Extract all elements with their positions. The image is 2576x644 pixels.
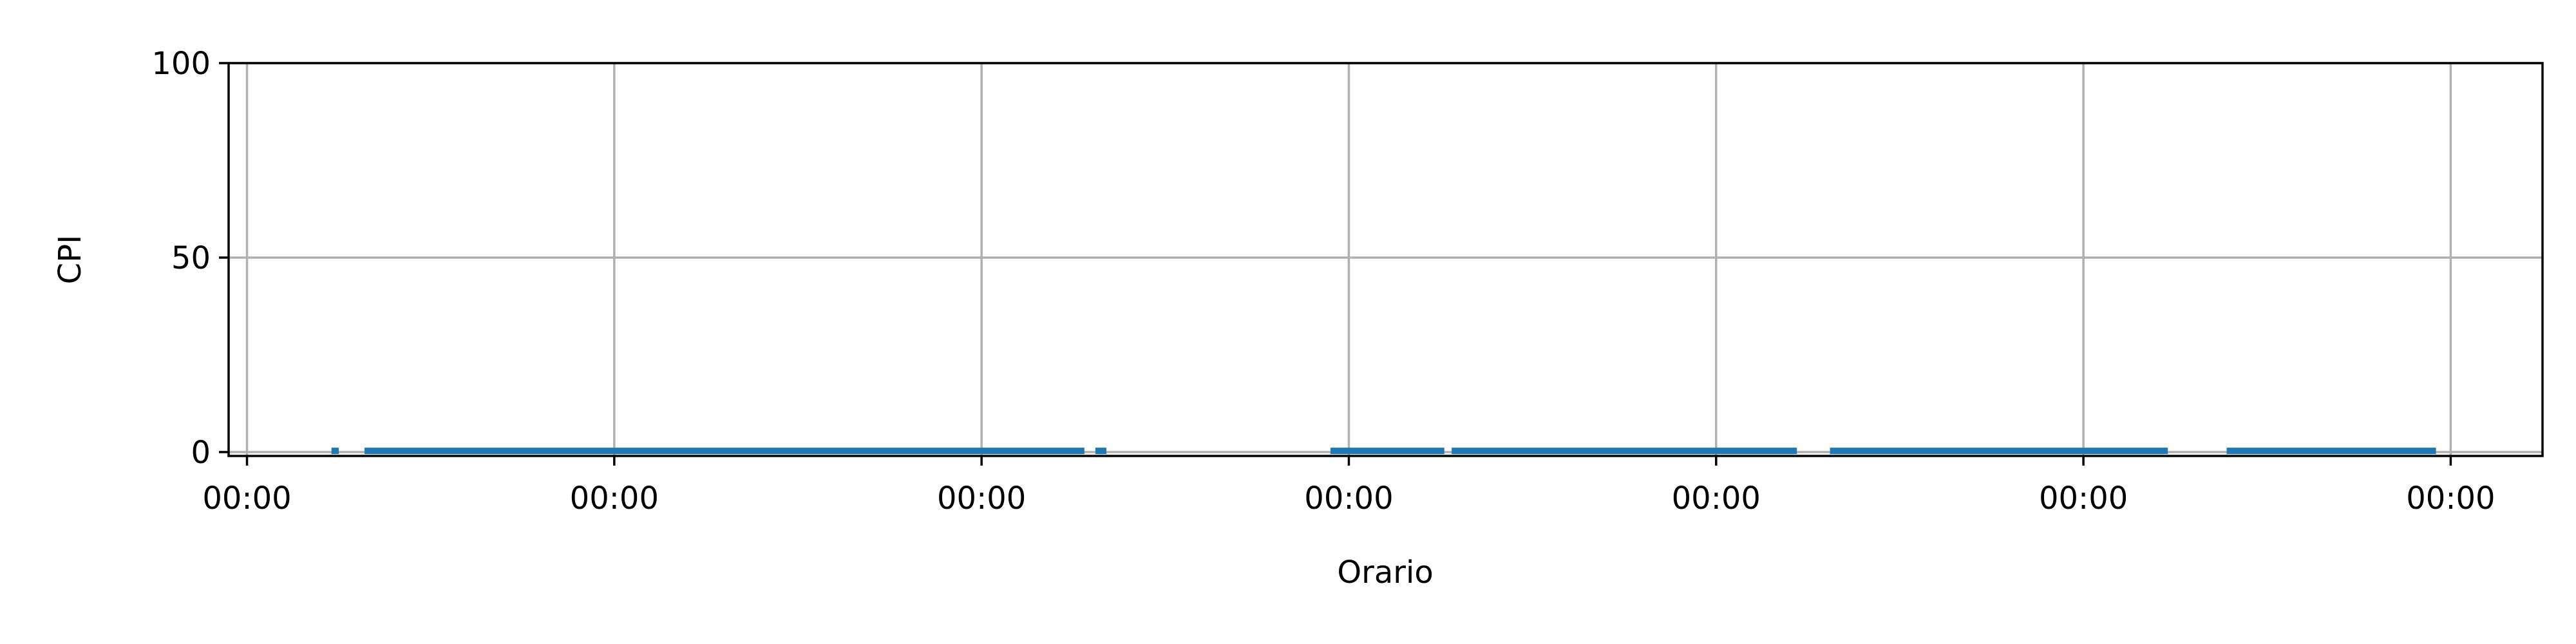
plot-frame — [227, 62, 2544, 457]
x-tick-label: 00:00 — [1304, 480, 1393, 516]
y-tick-label: 50 — [171, 240, 211, 276]
x-tick-label: 00:00 — [2406, 480, 2495, 516]
y-axis-ticks: 0 50 100 — [151, 46, 229, 471]
x-tick-label: 00:00 — [202, 480, 291, 516]
x-tick-label: 00:00 — [937, 480, 1026, 516]
grid — [229, 62, 2543, 456]
x-tick-label: 00:00 — [1672, 480, 1761, 516]
y-axis-label: CPI — [52, 235, 88, 285]
x-tick-label: 00:00 — [2039, 480, 2128, 516]
y-tick-label: 0 — [191, 435, 211, 471]
x-axis-ticks: 00:00 00:00 00:00 00:00 00:00 00:00 00:00 — [202, 456, 2496, 516]
x-axis-label: Orario — [1337, 554, 1433, 591]
x-tick-label: 00:00 — [570, 480, 659, 516]
y-tick-label: 100 — [151, 46, 211, 82]
